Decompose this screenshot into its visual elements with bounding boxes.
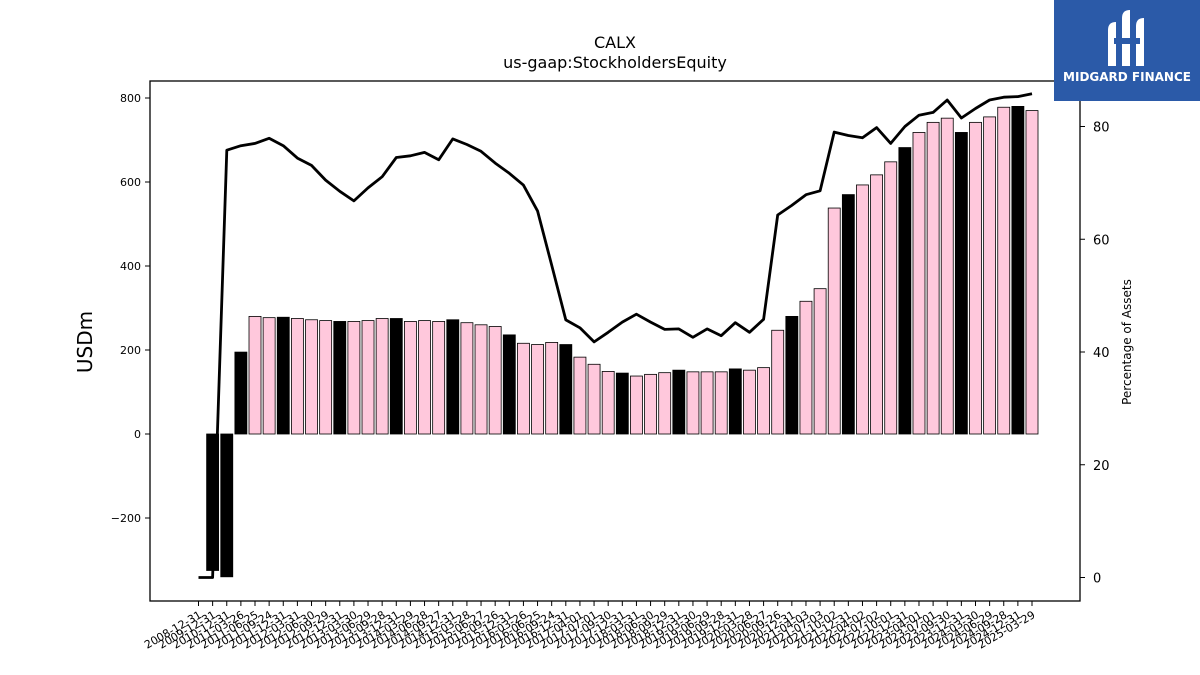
y2-tick-label: 80 [1093, 121, 1110, 136]
bar [418, 320, 431, 435]
y-tick-label: 800 [120, 92, 141, 105]
bar [799, 300, 813, 435]
logo-text: MIDGARD FINANCE [1063, 70, 1191, 84]
y-tick-label: 200 [120, 344, 141, 357]
bar [1011, 106, 1025, 435]
bar [686, 371, 700, 435]
bar [559, 344, 573, 435]
bar [290, 318, 304, 435]
bar [531, 344, 544, 435]
bar [601, 371, 615, 435]
y2-tick-label: 40 [1093, 346, 1110, 361]
y2-tick-label: 0 [1093, 572, 1101, 587]
bar [361, 320, 375, 435]
bar [969, 121, 982, 435]
bar [234, 351, 248, 435]
bar [389, 318, 403, 435]
bar [305, 319, 318, 435]
bar [488, 326, 502, 435]
bar [926, 121, 940, 435]
bar [644, 373, 657, 435]
bars-layer [206, 106, 1039, 578]
bar [757, 367, 770, 435]
plot-frame [149, 80, 1081, 602]
bar [446, 319, 460, 435]
bar [771, 329, 785, 435]
percentage-line [198, 92, 1033, 579]
bar [1025, 110, 1039, 435]
y-tick-label: 400 [120, 260, 141, 273]
bar [630, 375, 643, 435]
bar [573, 356, 587, 435]
bar [545, 342, 559, 435]
bar [262, 317, 276, 435]
y2-tick-label: 20 [1093, 459, 1110, 474]
chart-title: CALX [594, 33, 636, 52]
bar [898, 147, 912, 435]
midgard-logo-icon [1108, 10, 1144, 66]
bar [248, 315, 262, 435]
y2-axis-label: Percentage of Assets [1120, 279, 1134, 405]
bar [319, 320, 333, 435]
y-tick-label: 0 [134, 428, 141, 441]
bar [827, 207, 841, 435]
bar [517, 342, 530, 435]
midgard-finance-logo: MIDGARD FINANCE [1054, 0, 1200, 101]
bar [912, 132, 926, 435]
bar [432, 321, 446, 435]
axes-layer: −20002004006008000204060802008-12-312009… [111, 80, 1110, 652]
bar [785, 315, 799, 435]
bar [220, 433, 234, 578]
y-tick-label: −200 [111, 512, 141, 525]
bar [870, 174, 884, 435]
bar [474, 324, 488, 435]
chart-subtitle: us-gaap:StockholdersEquity [503, 53, 727, 72]
y2-tick-label: 60 [1093, 233, 1110, 248]
bar [404, 321, 417, 435]
bar [375, 318, 389, 435]
bar [728, 368, 742, 435]
bar [276, 316, 290, 435]
bar [333, 321, 347, 435]
bar [672, 369, 686, 435]
bar [460, 322, 474, 435]
y-axis-label: USDm [73, 311, 97, 373]
bar [856, 184, 869, 435]
bar [615, 372, 629, 435]
bar [940, 117, 954, 435]
bar [714, 371, 728, 435]
line-layer [198, 92, 1033, 579]
bar [658, 372, 672, 435]
bar [954, 132, 968, 435]
bar [700, 371, 714, 435]
y-tick-label: 600 [120, 176, 141, 189]
bar [502, 334, 516, 435]
bar [997, 106, 1011, 435]
bar [347, 321, 361, 435]
bar [884, 161, 898, 435]
bar [587, 363, 601, 435]
bar [983, 116, 997, 435]
bar [841, 194, 855, 435]
bar [813, 288, 827, 435]
bar [743, 369, 756, 435]
